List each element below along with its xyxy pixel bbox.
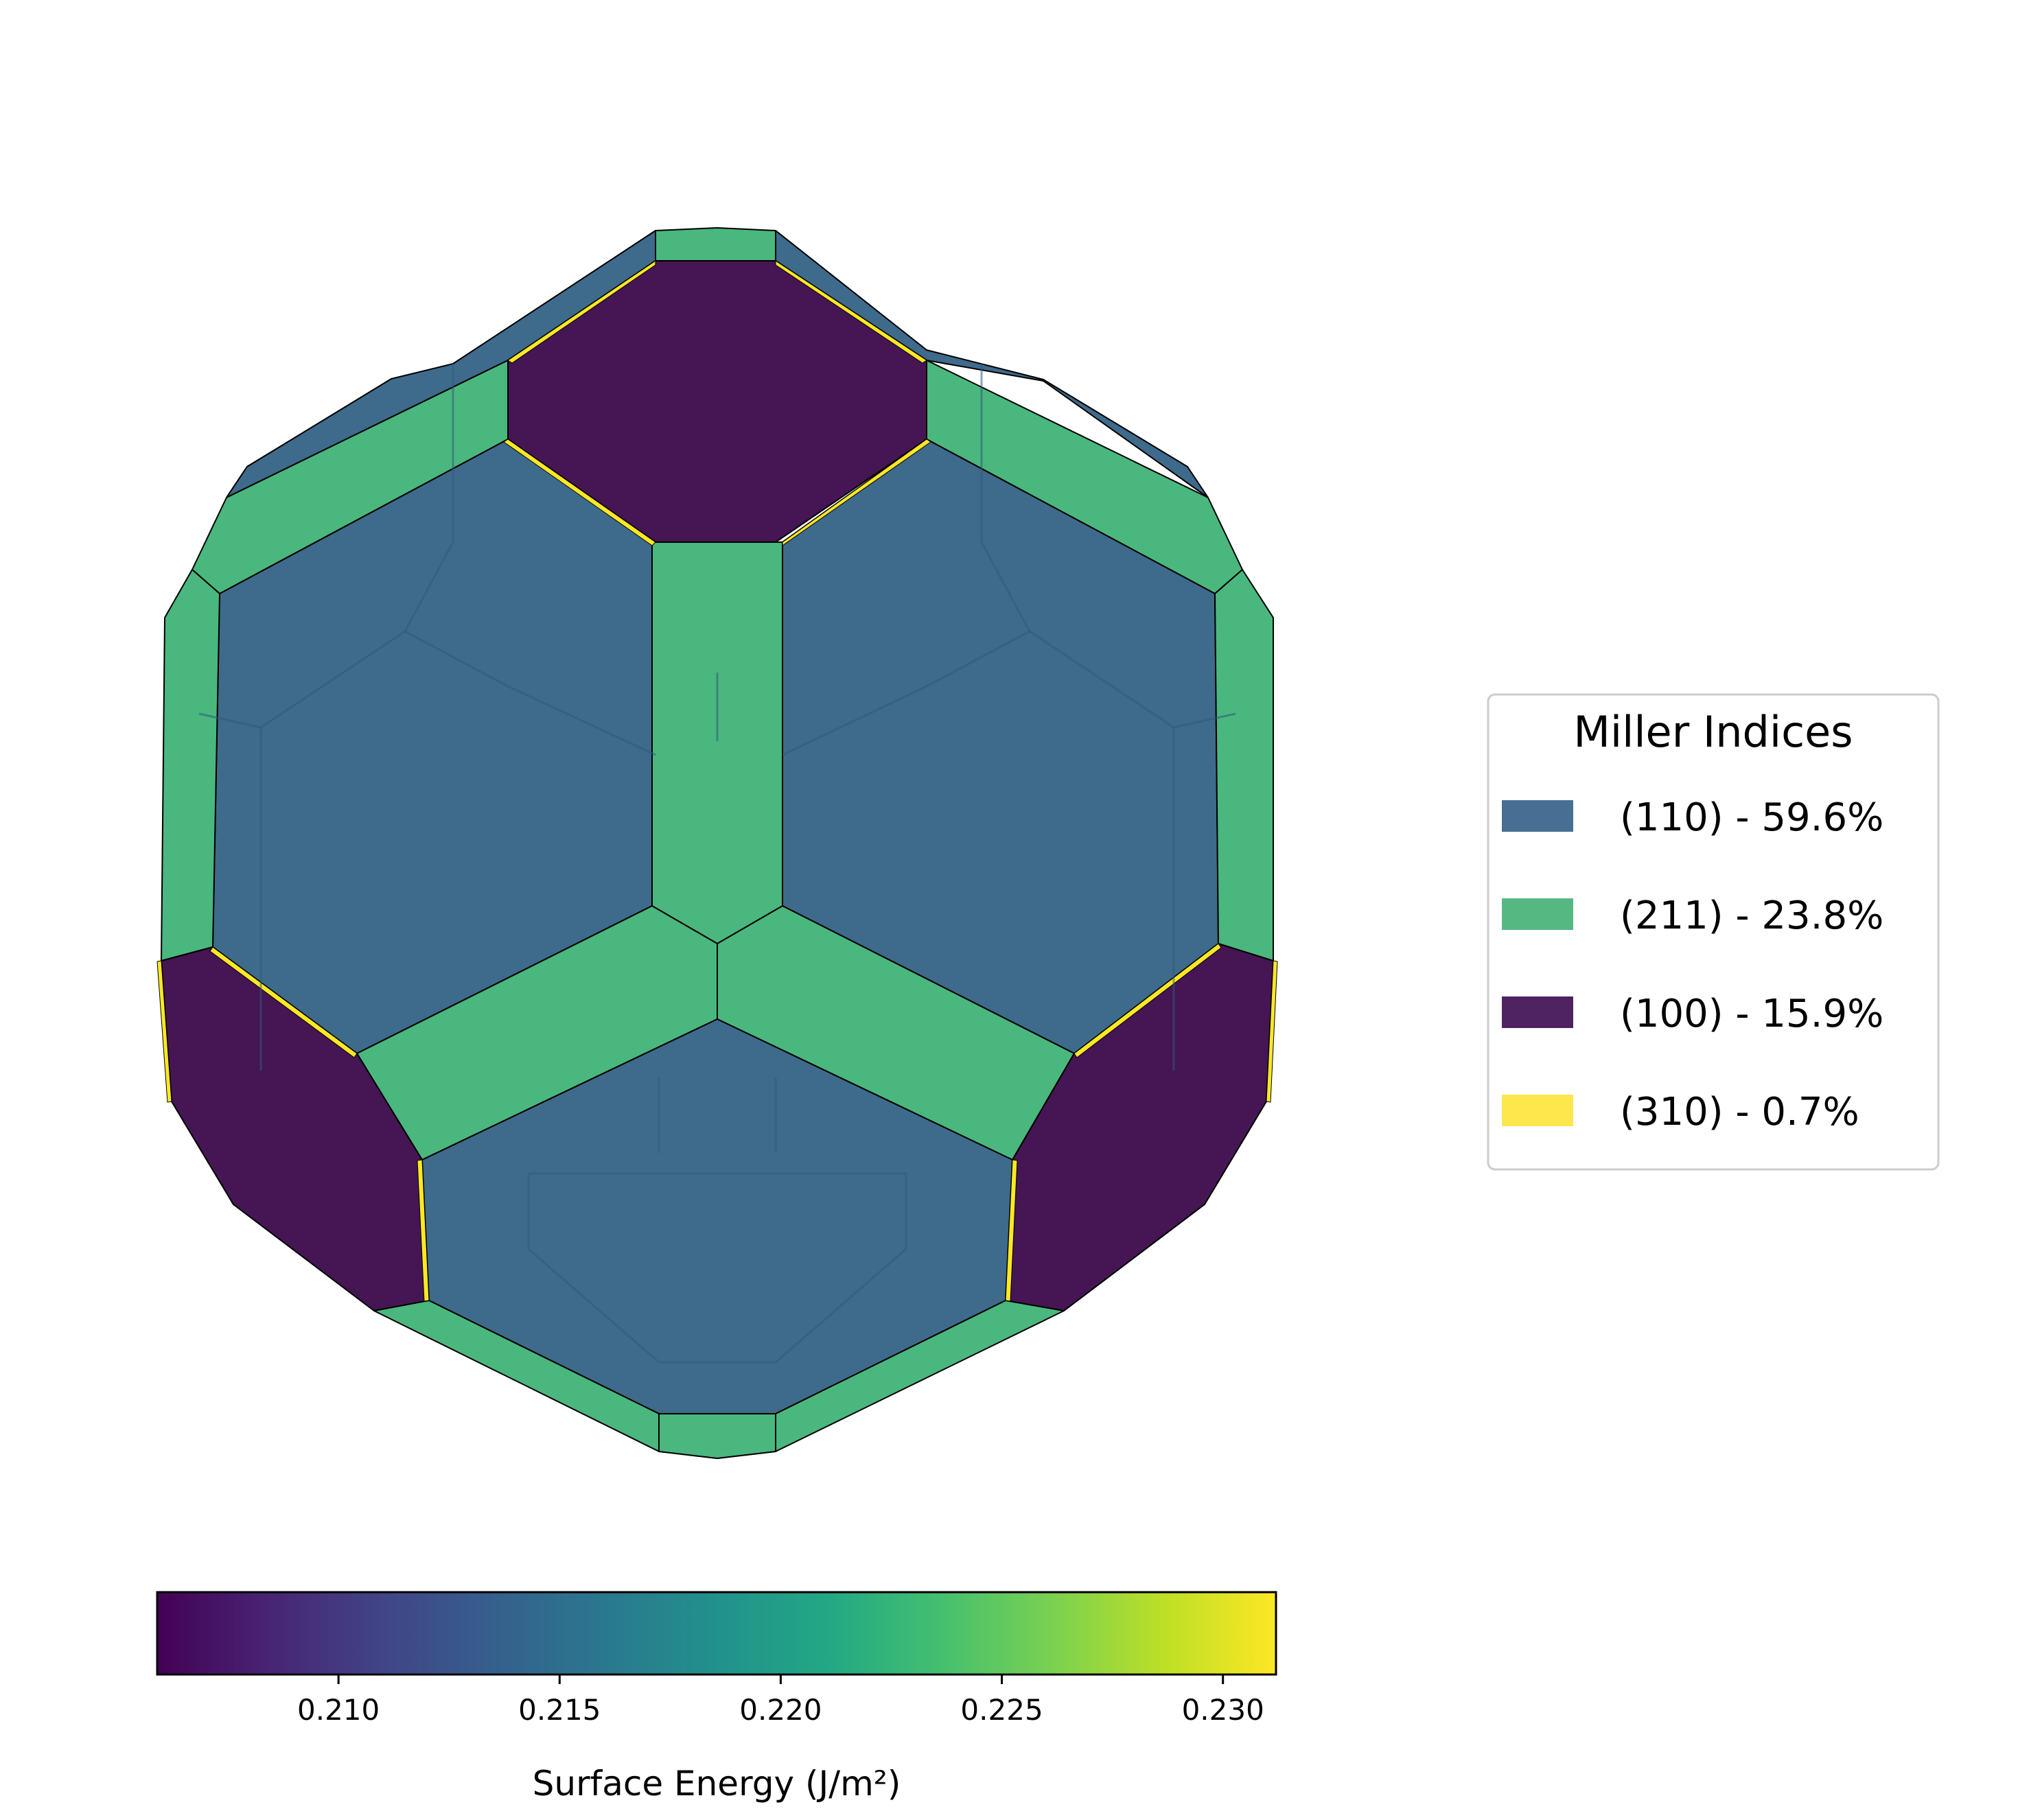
face-310-29 (156, 960, 172, 1103)
colorbar-gradient (156, 1591, 1277, 1676)
legend-label-110: (110) - 59.6% (1620, 795, 1883, 840)
colorbar-tick-label-2: 0.220 (739, 1693, 822, 1727)
legend-swatch-100 (1502, 996, 1573, 1028)
legend-title: Miller Indices (1573, 707, 1853, 757)
face-211-0 (655, 227, 776, 261)
colorbar-tick-label-0: 0.210 (297, 1693, 380, 1727)
legend: Miller Indices (110) - 59.6% (211) - 23.8… (1487, 693, 1940, 1171)
colorbar-tick-label-1: 0.215 (518, 1693, 601, 1727)
colorbar-tick-label-3: 0.225 (960, 1693, 1043, 1727)
face-310-28 (1005, 1159, 1018, 1302)
hidden-edge-2 (404, 630, 656, 756)
face-310-22 (775, 260, 927, 364)
hidden-edge-7 (527, 1172, 907, 1364)
face-310-23 (503, 439, 656, 546)
face-310-21 (507, 260, 656, 364)
legend-frame (1487, 693, 1940, 1171)
face-310-25 (209, 946, 358, 1058)
legend-swatch-211 (1502, 898, 1573, 930)
face-310-26 (1074, 943, 1222, 1058)
legend-label-211: (211) - 23.8% (1620, 894, 1883, 938)
face-211-12 (1214, 569, 1274, 961)
face-211-11 (161, 569, 220, 961)
wulff-shape (156, 227, 1278, 1459)
face-310-30 (1266, 960, 1278, 1103)
face-310-24 (782, 439, 931, 546)
face-211-20 (658, 1413, 776, 1459)
face-211-10 (651, 541, 783, 944)
colorbar-ticks: 0.210 0.215 0.220 0.225 0.230 (297, 1675, 1264, 1727)
colorbar-tick-label-4: 0.230 (1182, 1693, 1264, 1727)
legend-label-310: (310) - 0.7% (1620, 1090, 1859, 1134)
face-310-27 (417, 1159, 430, 1302)
legend-entries: (110) - 59.6% (211) - 23.8% (100) - 15.9% (… (1502, 795, 1883, 1134)
hidden-edge-3 (782, 630, 1030, 756)
legend-swatch-110 (1502, 800, 1573, 832)
legend-label-100: (100) - 15.9% (1620, 992, 1883, 1036)
colorbar: 0.210 0.215 0.220 0.225 0.230 Surface Energy… (156, 1591, 1277, 1804)
legend-swatch-310 (1502, 1095, 1573, 1126)
colorbar-label: Surface Energy (J/m²) (533, 1764, 901, 1804)
